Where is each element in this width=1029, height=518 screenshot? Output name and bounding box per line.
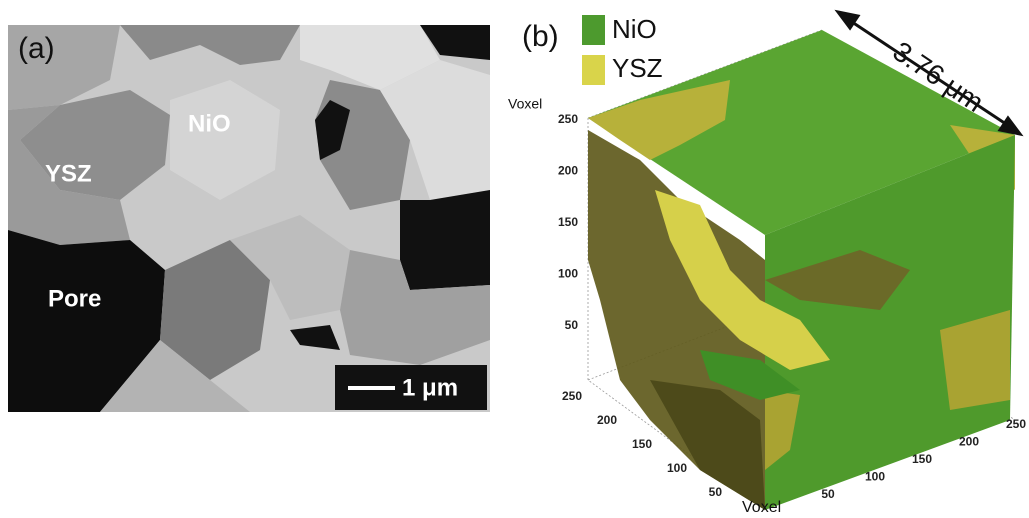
tick-label: 250 [558,112,578,126]
axis-label: Voxel [742,499,781,516]
tick-label: 250 [1006,417,1026,431]
tick-label: 150 [912,452,932,466]
tick-label: 100 [667,461,687,475]
panel-label: (b) [522,20,559,53]
tick-label: 50 [821,487,835,501]
tick-label: 100 [865,470,885,484]
tick-label: 100 [558,267,578,281]
figure: (a) NiO YSZ Pore 1 μm (b) NiO YSZ 3.76 μ… [0,0,1029,518]
tick-label: 150 [632,437,652,451]
tick-label: 50 [709,485,723,499]
legend-swatch [582,15,605,45]
tick-label: 200 [558,164,578,178]
tick-label: 200 [959,435,979,449]
legend-swatch [582,55,605,85]
tick-label: 50 [565,318,579,332]
phase-label: YSZ [45,160,92,187]
legend-label: NiO [612,14,657,44]
phase-label: Pore [48,285,101,312]
tick-label: 200 [597,413,617,427]
panel-label: (a) [18,32,55,65]
legend-label: YSZ [612,53,663,83]
axis-label: Voxel [508,96,542,112]
tick-label: 250 [562,389,582,403]
scale-bar-label: 1 μm [402,374,458,401]
sem-image [8,25,490,412]
tick-label: 150 [558,215,578,229]
phase-label: NiO [188,110,231,137]
